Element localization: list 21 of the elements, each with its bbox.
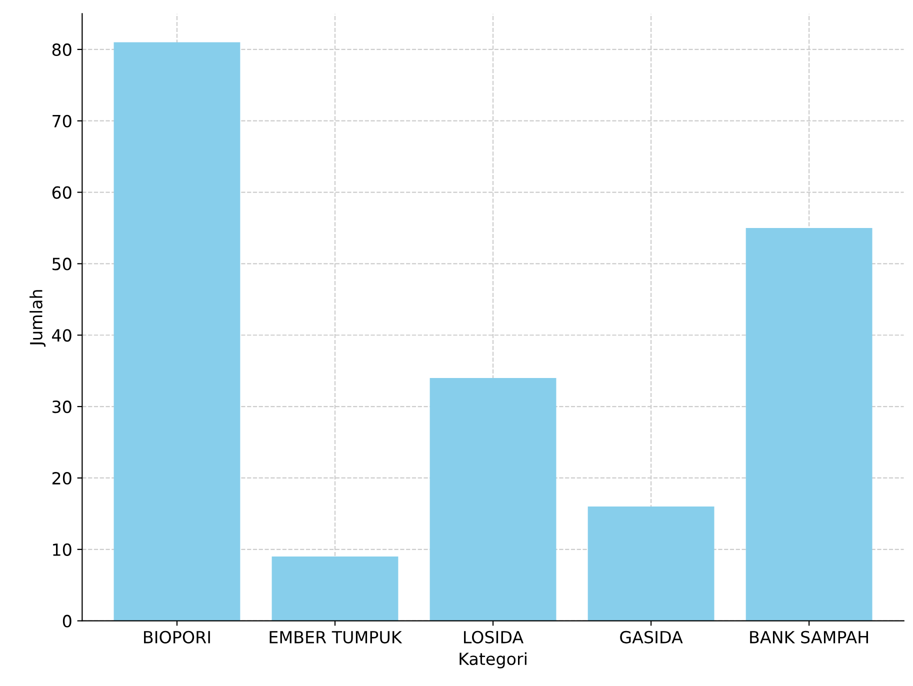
- bar: [114, 42, 240, 621]
- x-tick-label: GASIDA: [620, 630, 683, 644]
- x-tick-label: BIOPORI: [144, 630, 210, 644]
- y-tick-label: 40: [52, 329, 72, 342]
- bar: [272, 556, 398, 621]
- x-axis-title: Kategori: [460, 652, 526, 668]
- y-tick-label: 50: [52, 258, 72, 270]
- x-tick-label: BANK SAMPAH: [750, 630, 868, 644]
- bar: [588, 506, 714, 621]
- y-tick-label: 10: [53, 543, 72, 556]
- y-tick-label: 70: [52, 114, 72, 128]
- y-tick-label: 0: [62, 614, 72, 628]
- bar: [430, 378, 556, 621]
- y-tick-label: 60: [52, 186, 72, 199]
- x-tick-label: EMBER TUMPUK: [270, 631, 402, 644]
- y-tick-label: 80: [52, 43, 72, 56]
- y-axis-title: Jumlah: [30, 290, 46, 347]
- x-tick-label: LOSIDA: [464, 630, 524, 644]
- y-tick-label: 20: [52, 472, 72, 485]
- y-tick-label: 30: [52, 400, 72, 414]
- bar: [746, 228, 872, 621]
